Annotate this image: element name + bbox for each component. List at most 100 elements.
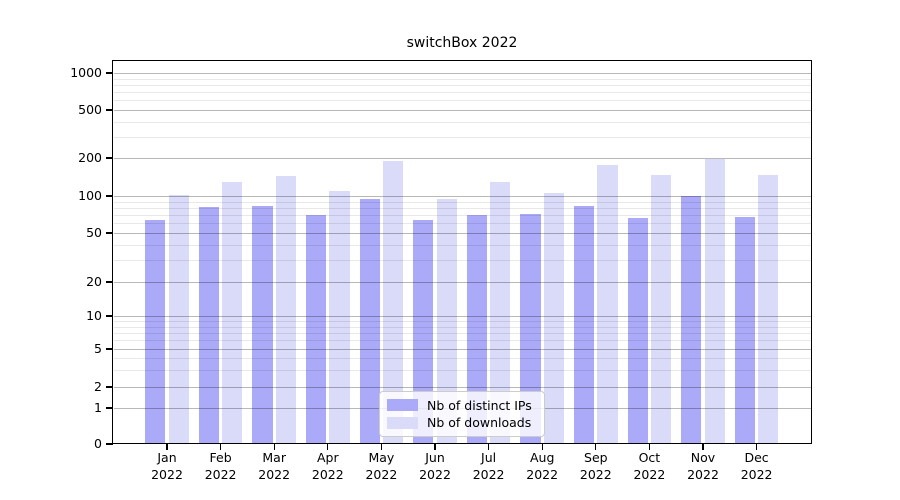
- x-axis-label-sep: Sep 2022: [566, 450, 626, 483]
- x-label-month: Jan: [157, 450, 177, 465]
- legend-label-distinct-ips: Nb of distinct IPs: [427, 397, 532, 413]
- y-tick-mark-1000: [105, 72, 113, 74]
- gridline-minor-70: [114, 215, 811, 217]
- bar-downloads-jan: [168, 194, 189, 444]
- y-tick-mark-5: [105, 348, 113, 350]
- legend-item-downloads: Nb of downloads: [387, 415, 536, 430]
- x-label-month: Jun: [425, 450, 445, 465]
- y-tick-label-50: 50: [86, 225, 102, 240]
- y-tick-mark-2: [105, 386, 113, 388]
- bar-distinct-ips-jan: [145, 219, 166, 444]
- gridline-minor-900: [114, 78, 811, 80]
- bar-distinct-ips-mar: [252, 205, 273, 444]
- y-tick-mark-200: [105, 157, 113, 159]
- x-tick-mark-may: [380, 444, 382, 450]
- gridline-1000: [114, 73, 811, 74]
- bar-downloads-jun: [436, 198, 457, 444]
- gridline-minor-700: [114, 92, 811, 94]
- gridline-minor-400: [114, 121, 811, 123]
- y-tick-mark-10: [105, 315, 113, 317]
- y-tick-mark-100: [105, 195, 113, 197]
- gridline-100: [114, 196, 811, 197]
- x-tick-mark-sep: [595, 444, 597, 450]
- x-label-year: 2022: [526, 466, 559, 482]
- bar-distinct-ips-aug: [520, 214, 541, 444]
- chart-title: switchBox 2022: [406, 35, 518, 51]
- legend-swatch-downloads: [387, 416, 418, 429]
- legend-label-downloads: Nb of downloads: [427, 415, 532, 431]
- gridline-50: [114, 233, 811, 234]
- x-label-month: Nov: [690, 450, 716, 465]
- gridline-minor-40: [114, 244, 811, 246]
- gridline-20: [114, 282, 811, 283]
- x-tick-mark-jun: [434, 444, 436, 450]
- x-label-year: 2022: [311, 466, 344, 482]
- y-tick-label-0: 0: [94, 436, 102, 451]
- bar-distinct-ips-feb: [198, 207, 220, 444]
- x-label-month: Jul: [481, 450, 497, 465]
- gridline-500: [114, 110, 811, 111]
- x-tick-mark-jan: [166, 444, 168, 450]
- bar-distinct-ips-jun: [413, 219, 434, 444]
- x-axis-label-oct: Oct 2022: [619, 450, 679, 483]
- gridline-minor-90: [114, 201, 811, 203]
- x-label-year: 2022: [687, 466, 719, 482]
- bar-distinct-ips-dec: [734, 217, 756, 444]
- x-label-year: 2022: [419, 466, 451, 482]
- y-tick-mark-50: [105, 232, 113, 234]
- bar-distinct-ips-may: [359, 198, 380, 444]
- y-tick-mark-500: [105, 109, 113, 111]
- bar-downloads-aug: [543, 193, 565, 444]
- x-label-year: 2022: [633, 466, 666, 482]
- x-tick-mark-oct: [648, 444, 650, 450]
- y-tick-mark-20: [105, 281, 113, 283]
- gridline-minor-300: [114, 136, 811, 138]
- gridline-minor-4: [114, 358, 811, 360]
- x-label-year: 2022: [365, 466, 398, 482]
- x-tick-mark-apr: [327, 444, 329, 450]
- x-axis-label-dec: Dec 2022: [727, 450, 787, 483]
- bar-downloads-apr: [329, 191, 350, 444]
- x-tick-mark-jul: [488, 444, 490, 450]
- y-tick-label-2: 2: [94, 379, 102, 394]
- gridline-minor-30: [114, 260, 811, 262]
- legend: Nb of distinct IPs Nb of downloads: [379, 391, 545, 437]
- bar-downloads-sep: [597, 165, 618, 444]
- bar-downloads-mar: [275, 175, 297, 444]
- x-axis-label-feb: Feb 2022: [191, 450, 251, 483]
- bar-distinct-ips-sep: [573, 205, 595, 444]
- x-label-month: Mar: [262, 450, 286, 465]
- y-tick-label-1000: 1000: [70, 65, 102, 80]
- gridline-minor-600: [114, 100, 811, 102]
- x-axis-label-jun: Jun 2022: [405, 450, 465, 483]
- gridline-minor-7: [114, 332, 811, 334]
- y-tick-label-10: 10: [86, 308, 102, 323]
- legend-swatch-distinct-ips: [387, 399, 418, 412]
- y-tick-label-1: 1: [94, 400, 102, 415]
- gridline-200: [114, 158, 811, 159]
- x-tick-mark-nov: [702, 444, 704, 450]
- bar-distinct-ips-apr: [305, 215, 327, 444]
- x-axis-label-nov: Nov 2022: [673, 450, 733, 483]
- x-axis-label-jul: Jul 2022: [459, 450, 519, 483]
- gridline-minor-800: [114, 84, 811, 86]
- x-label-year: 2022: [472, 466, 505, 482]
- bar-distinct-ips-nov: [681, 196, 702, 444]
- bar-downloads-nov: [704, 158, 725, 444]
- x-label-year: 2022: [151, 466, 183, 482]
- x-label-year: 2022: [258, 466, 291, 482]
- x-label-month: Aug: [529, 450, 555, 465]
- y-tick-mark-0: [105, 443, 113, 445]
- x-tick-mark-feb: [220, 444, 222, 450]
- x-label-year: 2022: [204, 466, 237, 482]
- x-tick-mark-mar: [273, 444, 275, 450]
- bar-distinct-ips-oct: [627, 218, 648, 444]
- x-label-month: Feb: [209, 450, 232, 465]
- gridline-minor-6: [114, 340, 811, 342]
- gridline-minor-60: [114, 223, 811, 225]
- x-label-month: Apr: [316, 450, 339, 465]
- x-axis-label-aug: Aug 2022: [512, 450, 572, 483]
- y-tick-label-200: 200: [78, 150, 102, 165]
- x-axis-label-mar: Mar 2022: [244, 450, 304, 483]
